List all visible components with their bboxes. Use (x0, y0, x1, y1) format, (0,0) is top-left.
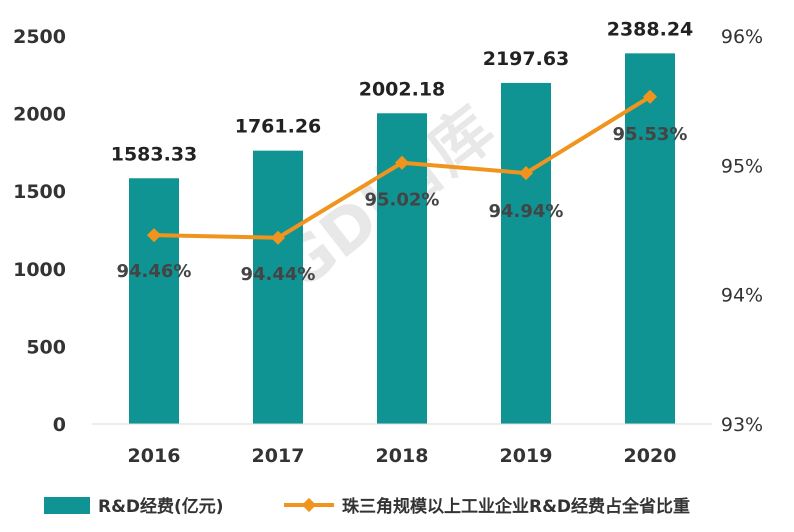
bar-2019 (501, 82, 551, 424)
legend: R&D经费(亿元) 珠三角规模以上工业企业R&D经费占全省比重 (44, 496, 690, 517)
left-tick-label: 0 (53, 414, 66, 436)
bar-2017 (253, 150, 303, 424)
line-point-2018 (394, 155, 410, 170)
bar-value-label: 2197.63 (483, 48, 570, 70)
left-tick-label: 2500 (13, 26, 66, 48)
legend-label-line: 珠三角规模以上工业企业R&D经费占全省比重 (342, 496, 690, 517)
x-tick-label: 2017 (252, 445, 305, 467)
line-value-label: 94.44% (241, 264, 316, 285)
x-axis: 2016 2017 2018 2019 2020 (128, 445, 677, 467)
line-value-label: 95.02% (365, 190, 440, 211)
right-y-axis: 93% 94% 95% 96% (721, 26, 763, 436)
bar-value-label: 2002.18 (359, 78, 446, 100)
line-series (146, 89, 658, 245)
line-value-label: 94.46% (117, 261, 192, 282)
bar-value-label: 1583.33 (111, 143, 198, 165)
right-tick-label: 94% (721, 285, 763, 307)
bars (129, 53, 675, 425)
data-labels: 1583.33 1761.26 2002.18 2197.63 2388.24 94.46… (111, 18, 694, 284)
line-point-2019 (518, 166, 534, 181)
x-tick-label: 2019 (500, 445, 553, 467)
legend-swatch-bar (44, 497, 90, 514)
left-y-axis: 0 500 1000 1500 2000 2500 (13, 26, 66, 436)
left-tick-label: 1500 (13, 181, 66, 203)
right-tick-label: 96% (721, 26, 763, 48)
x-tick-label: 2016 (128, 445, 181, 467)
line-value-label: 94.94% (489, 201, 564, 222)
left-tick-label: 2000 (13, 104, 66, 126)
left-tick-label: 500 (26, 336, 66, 358)
bar-value-label: 2388.24 (607, 18, 694, 40)
x-tick-label: 2020 (624, 445, 677, 467)
line-point-2016 (146, 228, 162, 243)
legend-swatch-marker (301, 497, 317, 513)
right-tick-label: 95% (721, 155, 763, 177)
legend-label-bar: R&D经费(亿元) (98, 496, 224, 517)
bar-value-label: 1761.26 (235, 116, 322, 138)
right-tick-label: 93% (721, 414, 763, 436)
bar-2016 (129, 178, 179, 424)
line-point-2017 (270, 230, 286, 245)
left-tick-label: 1000 (13, 259, 66, 281)
line-point-2020 (642, 89, 658, 104)
x-tick-label: 2018 (376, 445, 429, 467)
line-value-label: 95.53% (613, 124, 688, 145)
bar-2020 (625, 53, 675, 424)
